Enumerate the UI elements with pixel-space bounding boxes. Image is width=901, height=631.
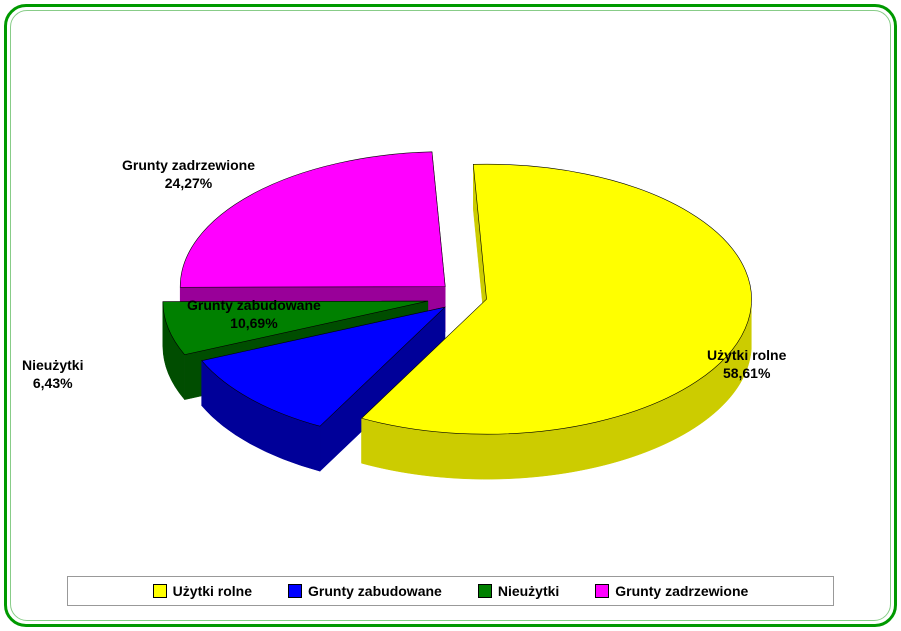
legend-label-3: Grunty zadrzewione — [615, 583, 748, 599]
legend-label-0: Użytki rolne — [173, 583, 252, 599]
slice-label-3: Grunty zadrzewione 24,27% — [122, 157, 255, 192]
legend-swatch-3 — [595, 584, 609, 598]
legend-item-3: Grunty zadrzewione — [595, 583, 748, 599]
legend-swatch-2 — [478, 584, 492, 598]
legend-swatch-1 — [288, 584, 302, 598]
slice-label-0: Użytki rolne 58,61% — [707, 347, 786, 382]
legend-item-2: Nieużytki — [478, 583, 559, 599]
legend-swatch-0 — [153, 584, 167, 598]
slice-2-pct: 6,43% — [33, 375, 73, 391]
chart-frame: Użytki rolne 58,61% Grunty zabudowane 10… — [4, 4, 897, 627]
slice-2-name: Nieużytki — [22, 357, 83, 373]
legend-label-1: Grunty zabudowane — [308, 583, 442, 599]
slice-1-name: Grunty zabudowane — [187, 297, 321, 313]
slice-3-name: Grunty zadrzewione — [122, 157, 255, 173]
slice-label-1: Grunty zabudowane 10,69% — [187, 297, 321, 332]
pie-chart: Użytki rolne 58,61% Grunty zabudowane 10… — [27, 37, 874, 544]
legend-label-2: Nieużytki — [498, 583, 559, 599]
legend-item-0: Użytki rolne — [153, 583, 252, 599]
slice-0-pct: 58,61% — [723, 365, 770, 381]
slice-1-pct: 10,69% — [230, 315, 277, 331]
pie-svg — [27, 37, 887, 557]
slice-3-pct: 24,27% — [165, 175, 212, 191]
slice-0-name: Użytki rolne — [707, 347, 786, 363]
slice-label-2: Nieużytki 6,43% — [22, 357, 83, 392]
legend-item-1: Grunty zabudowane — [288, 583, 442, 599]
legend: Użytki rolne Grunty zabudowane Nieużytki… — [67, 576, 834, 606]
